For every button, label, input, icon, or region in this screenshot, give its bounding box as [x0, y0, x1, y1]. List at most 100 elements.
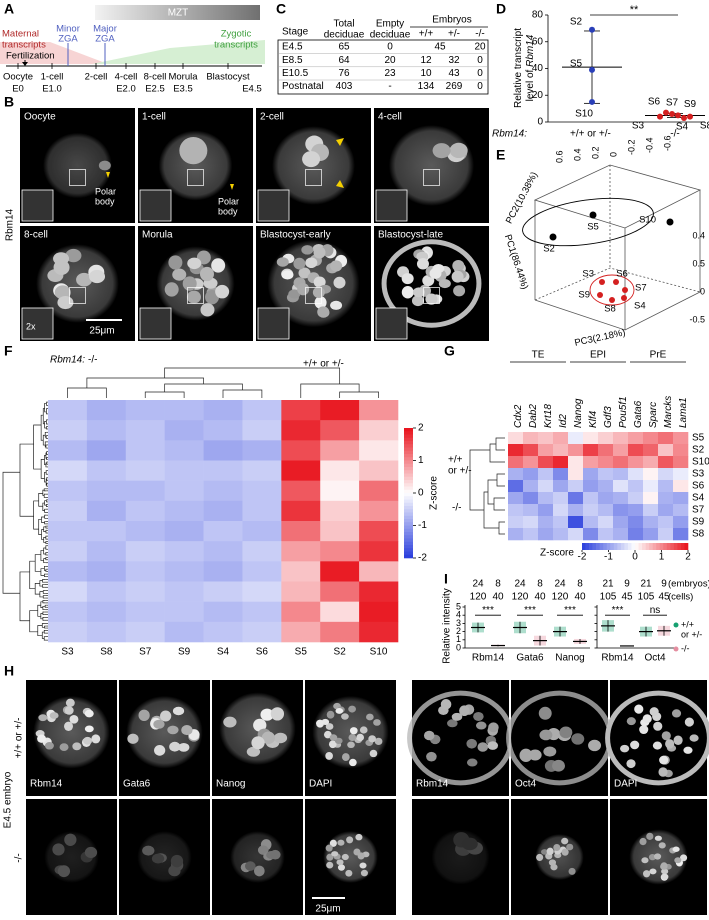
heatmap-cell: [281, 621, 321, 643]
row-dendrogram: [40, 601, 43, 608]
nucleus: [333, 276, 346, 289]
pca-tick-label: -0.2: [626, 139, 636, 155]
point-label: S2: [570, 16, 583, 27]
cell-count: 45: [658, 592, 670, 603]
row-dendrogram: [44, 402, 47, 413]
image-label: 1-cell: [142, 112, 166, 123]
sample-label: S5: [295, 647, 308, 658]
embryo-count: 9: [624, 579, 630, 590]
channel-label: Gata6: [123, 779, 151, 790]
heatmap-cell: [508, 528, 524, 541]
micrograph-content: [158, 130, 233, 201]
micrograph-content: [272, 126, 355, 205]
colorbar-step: [404, 541, 413, 546]
nucleus: [211, 258, 226, 273]
nucleus: [337, 864, 346, 871]
heatmap-cell: [508, 432, 524, 445]
heatmap-cell: [203, 601, 243, 623]
nucleus: [356, 733, 365, 742]
day-label: E3.5: [173, 84, 193, 95]
day-label: E4.5: [242, 84, 262, 95]
heatmap-cell: [86, 521, 127, 542]
heatmap-cell: [359, 400, 399, 421]
colorbar-tick-label: 1: [418, 455, 424, 466]
heatmap-cell: [125, 601, 165, 623]
legend-step: [631, 543, 636, 550]
row-dendrogram: [43, 493, 46, 498]
heatmap-cell: [643, 432, 659, 445]
embryo-count: 21: [602, 579, 614, 590]
label: MZT: [168, 8, 189, 19]
heatmap-cell: [568, 432, 584, 445]
y-tick-label: 80: [532, 10, 544, 21]
heatmap-cell: [86, 601, 127, 623]
heatmap-cell: [48, 561, 88, 582]
heatmap-cell: [583, 528, 599, 541]
heatmap-cell: [320, 400, 360, 421]
heatmap-cell: [613, 528, 629, 541]
colorbar-tick-label: 0: [418, 488, 424, 499]
micrograph-content: [381, 239, 482, 328]
heatmap-cell: [125, 500, 165, 522]
nucleus: [345, 869, 353, 877]
heatmap-cell: [281, 420, 321, 441]
pca-point: [613, 279, 619, 285]
gene-group-label: EPI: [590, 350, 606, 361]
nucleus: [301, 245, 314, 255]
pca-tick-label: 0: [608, 152, 618, 157]
heatmap-cell: [583, 456, 599, 469]
heatmap-cell: [281, 400, 321, 421]
row-dendrogram: [40, 613, 43, 620]
row-dendrogram: [45, 462, 47, 468]
embryo-count: 9: [661, 579, 667, 590]
heatmap-cell: [164, 460, 204, 481]
row-dendrogram: [40, 568, 45, 576]
stage-label: 1-cell: [41, 72, 64, 83]
embryo-body: [158, 130, 233, 201]
micrograph-content: [605, 690, 709, 786]
column-dendrogram: [67, 377, 263, 398]
nucleus: [91, 734, 101, 744]
gene-label: Gdf3: [603, 406, 614, 428]
heatmap-cell: [553, 468, 569, 481]
table-cell: -: [388, 81, 391, 92]
y-tick-label: 4: [456, 610, 461, 620]
table-cell: 64: [338, 55, 350, 66]
micrograph-content: [36, 244, 119, 323]
heatmap-cell: [48, 621, 88, 643]
mzt-bar: [95, 5, 260, 20]
row-dendrogram: [44, 500, 47, 506]
nucleus: [254, 865, 265, 877]
heatmap-cell: [673, 492, 689, 505]
nucleus: [223, 716, 237, 728]
heatmap-cell: [613, 468, 629, 481]
image-label: 4-cell: [378, 112, 402, 123]
data-point: [589, 98, 595, 105]
heatmap-cell: [242, 561, 282, 582]
nucleus: [466, 841, 483, 855]
x-tick-label: Gata6: [516, 653, 544, 664]
heatmap-cell: [125, 621, 165, 643]
heatmap-cell: [242, 521, 282, 542]
x-group-label: +/+ or +/-: [570, 129, 611, 140]
inset: [375, 189, 408, 222]
nucleus: [401, 273, 414, 285]
gene-label: Gata6: [633, 400, 644, 428]
gene-label: Klf4: [588, 410, 599, 428]
heatmap-cell: [203, 460, 243, 481]
heatmap-cell: [320, 581, 360, 602]
row-dendrogram: [42, 605, 46, 611]
nucleus: [313, 246, 326, 259]
legend-step: [596, 543, 600, 550]
nucleus: [142, 845, 155, 856]
row-dendrogram: [33, 500, 39, 530]
nucleus: [331, 851, 339, 857]
x-tick-label: Rbm14: [472, 653, 505, 664]
sample-label: S10: [370, 647, 388, 658]
heatmap-cell: [125, 521, 165, 542]
heatmap-cell: [538, 504, 554, 517]
genotype-label: or +/-: [448, 466, 472, 477]
gene-label: Id2: [558, 414, 569, 428]
nucleus: [167, 725, 179, 735]
